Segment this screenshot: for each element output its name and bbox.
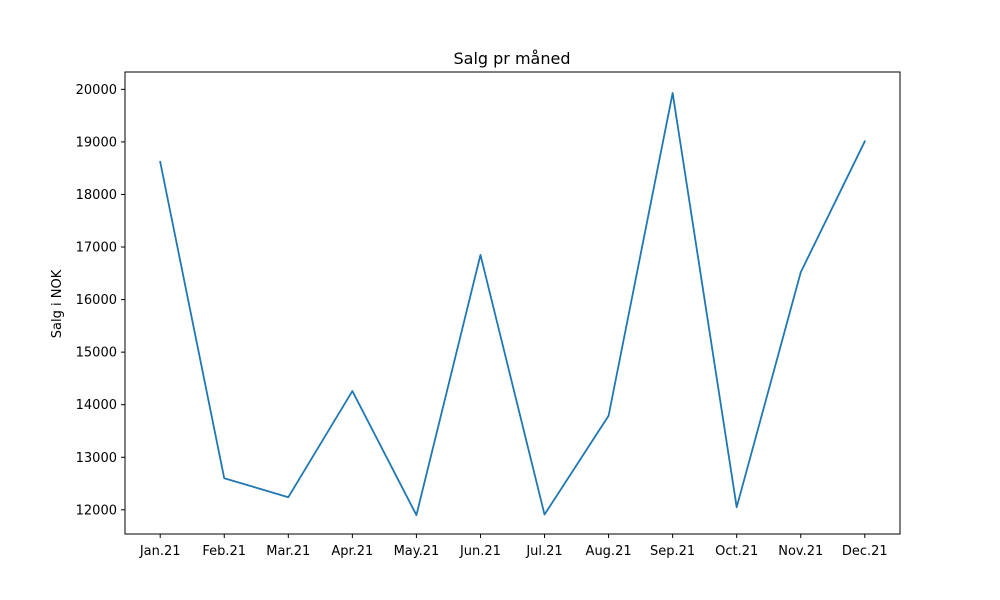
y-tick-label: 17000 [76, 241, 117, 256]
y-tick-label: 15000 [76, 346, 117, 361]
x-tick-label: Jun.21 [459, 544, 501, 559]
series-line [159, 92, 867, 516]
x-tick-label: Dec.21 [842, 544, 888, 559]
y-tick-label: 19000 [76, 135, 117, 150]
y-tick-label: 13000 [76, 451, 117, 466]
plot-frame [124, 71, 901, 535]
x-tick-label: Apr.21 [331, 544, 373, 559]
y-tick-label: 14000 [76, 398, 117, 413]
x-tick-label: Oct.21 [715, 544, 758, 559]
x-tick-label: Nov.21 [778, 544, 823, 559]
y-tick-label: 20000 [76, 83, 117, 98]
y-tick-label: 18000 [76, 188, 117, 203]
y-tick-label: 12000 [76, 503, 117, 518]
x-tick-label: Jan.21 [139, 544, 181, 559]
x-tick-label: Aug.21 [586, 544, 632, 559]
x-tick-label: Jul.21 [525, 544, 562, 559]
y-tick-label: 16000 [76, 293, 117, 308]
x-tick-label: Feb.21 [202, 544, 246, 559]
y-axis-label: Salg i NOK [50, 269, 65, 338]
plot-area: 12000 13000 14000 15000 16000 17000 18000 19000… [76, 83, 888, 559]
x-tick-label: Sep.21 [650, 544, 695, 559]
x-tick-label: May.21 [394, 544, 440, 559]
x-tick-label: Mar.21 [266, 544, 310, 559]
chart-title: Salg pr måned [454, 49, 571, 68]
